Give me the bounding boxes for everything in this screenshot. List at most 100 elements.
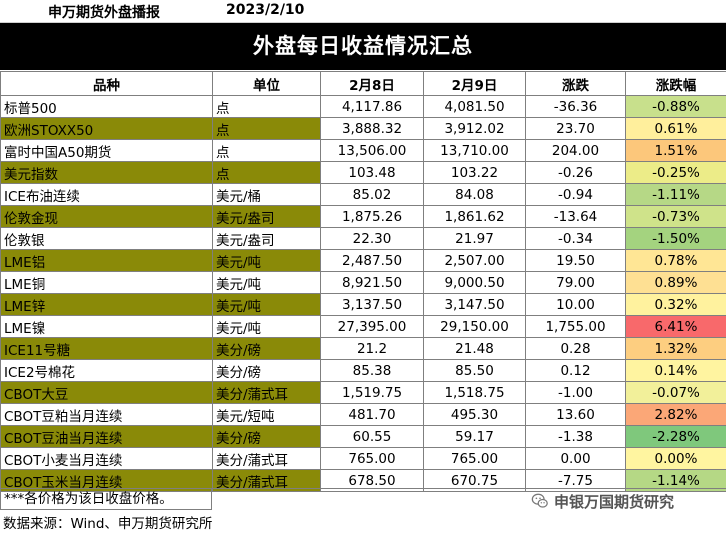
change-pct-cell: -0.73% — [625, 205, 726, 228]
column-header-pct: 涨跌幅 — [625, 71, 726, 96]
curr-close-cell: 84.08 — [423, 183, 526, 206]
change-pct-cell: 2.82% — [625, 403, 726, 426]
instrument-name: LME镍 — [0, 315, 213, 338]
table-row: 伦敦银 美元/盎司 22.30 21.97 -0.34 -1.50% — [0, 227, 726, 250]
change-cell: 0.28 — [525, 337, 626, 360]
change-cell: 23.70 — [525, 117, 626, 140]
unit-cell: 美元/桶 — [212, 183, 321, 206]
curr-close-cell: 13,710.00 — [423, 139, 526, 162]
curr-close-cell: 85.50 — [423, 359, 526, 382]
prev-close-cell: 85.02 — [320, 183, 424, 206]
unit-cell: 美元/盎司 — [212, 227, 321, 250]
instrument-name: CBOT小麦当月连续 — [0, 447, 213, 470]
prev-close-cell: 481.70 — [320, 403, 424, 426]
prev-close-cell: 2,487.50 — [320, 249, 424, 272]
instrument-name: 伦敦银 — [0, 227, 213, 250]
instrument-name: LME锌 — [0, 293, 213, 316]
footer-blank-cell — [212, 488, 726, 510]
prev-close-cell: 678.50 — [320, 469, 424, 492]
curr-close-cell: 765.00 — [423, 447, 526, 470]
data-source: 数据来源：Wind、申万期货研究所 — [3, 516, 213, 532]
curr-close-cell: 103.22 — [423, 161, 526, 184]
curr-close-cell: 2,507.00 — [423, 249, 526, 272]
instrument-name: 美元指数 — [0, 161, 213, 184]
table-row: 伦敦金现 美元/盎司 1,875.26 1,861.62 -13.64 -0.73% — [0, 205, 726, 228]
table-row: LME铝 美元/吨 2,487.50 2,507.00 19.50 0.78% — [0, 249, 726, 272]
column-header-unit: 单位 — [212, 71, 321, 96]
unit-cell: 点 — [212, 117, 321, 140]
table-row: CBOT小麦当月连续 美分/蒲式耳 765.00 765.00 0.00 0.00% — [0, 447, 726, 470]
change-cell: 10.00 — [525, 293, 626, 316]
prev-close-cell: 22.30 — [320, 227, 424, 250]
prev-close-cell: 60.55 — [320, 425, 424, 448]
prev-close-cell: 13,506.00 — [320, 139, 424, 162]
column-header-curr: 2月9日 — [423, 71, 526, 96]
instrument-name: LME铝 — [0, 249, 213, 272]
table-row: LME镍 美元/吨 27,395.00 29,150.00 1,755.00 6.41% — [0, 315, 726, 338]
table-row: 富时中国A50期货点 13,506.00 13,710.00 204.00 1.51% — [0, 139, 726, 162]
change-cell: -13.64 — [525, 205, 626, 228]
change-pct-cell: 0.78% — [625, 249, 726, 272]
curr-close-cell: 29,150.00 — [423, 315, 526, 338]
curr-close-cell: 3,147.50 — [423, 293, 526, 316]
table-header-row: 品种 单位 2月8日 2月9日 涨跌 涨跌幅 — [0, 71, 726, 96]
change-pct-cell: -0.88% — [625, 95, 726, 118]
change-pct-cell: -1.14% — [625, 469, 726, 492]
prev-close-cell: 21.2 — [320, 337, 424, 360]
watermark-text: 申银万国期货研究 — [554, 492, 675, 511]
wechat-icon — [531, 493, 548, 508]
report-header: 申万期货外盘播报 2023/2/10 — [0, 0, 726, 23]
unit-cell: 美分/磅 — [212, 337, 321, 360]
instrument-name: CBOT豆粕当月连续 — [0, 403, 213, 426]
watermark: 申银万国期货研究 — [531, 490, 674, 512]
prev-close-cell: 4,117.86 — [320, 95, 424, 118]
change-cell: 13.60 — [525, 403, 626, 426]
table-row: ICE布油连续 美元/桶 85.02 84.08 -0.94 -1.11% — [0, 183, 726, 206]
unit-cell: 点 — [212, 139, 321, 162]
unit-cell: 美分/磅 — [212, 359, 321, 382]
table-row: CBOT豆粕当月连续 美元/短吨 481.70 495.30 13.60 2.82% — [0, 403, 726, 426]
instrument-name: 标普500 — [0, 95, 213, 118]
curr-close-cell: 3,912.02 — [423, 117, 526, 140]
instrument-name: 富时中国A50期货 — [0, 139, 213, 162]
change-pct-cell: 0.32% — [625, 293, 726, 316]
curr-close-cell: 1,518.75 — [423, 381, 526, 404]
change-cell: -1.38 — [525, 425, 626, 448]
report-date: 2023/2/10 — [226, 2, 305, 18]
curr-close-cell: 1,861.62 — [423, 205, 526, 228]
table-body: 标普500 点 4,117.86 4,081.50 -36.36 -0.88% 欧洲STOX… — [0, 95, 726, 492]
change-cell: -7.75 — [525, 469, 626, 492]
prev-close-cell: 8,921.50 — [320, 271, 424, 294]
change-cell: 0.12 — [525, 359, 626, 382]
unit-cell: 美分/蒲式耳 — [212, 469, 321, 492]
change-cell: -36.36 — [525, 95, 626, 118]
returns-table: 品种 单位 2月8日 2月9日 涨跌 涨跌幅 标普500 点 4,117.86 4,0… — [0, 71, 726, 492]
curr-close-cell: 495.30 — [423, 403, 526, 426]
instrument-name: 欧洲STOXX50 — [0, 117, 213, 140]
change-pct-cell: -0.07% — [625, 381, 726, 404]
curr-close-cell: 9,000.50 — [423, 271, 526, 294]
unit-cell: 美元/吨 — [212, 271, 321, 294]
change-pct-cell: -2.28% — [625, 425, 726, 448]
instrument-name: ICE布油连续 — [0, 183, 213, 206]
prev-close-cell: 3,137.50 — [320, 293, 424, 316]
table-row: 美元指数点 103.48 103.22 -0.26 -0.25% — [0, 161, 726, 184]
instrument-name: CBOT豆油当月连续 — [0, 425, 213, 448]
change-pct-cell: 0.89% — [625, 271, 726, 294]
change-pct-cell: 1.51% — [625, 139, 726, 162]
unit-cell: 美分/蒲式耳 — [212, 447, 321, 470]
prev-close-cell: 85.38 — [320, 359, 424, 382]
instrument-name: CBOT大豆 — [0, 381, 213, 404]
change-cell: 204.00 — [525, 139, 626, 162]
brand-title: 申万期货外盘播报 — [48, 5, 160, 21]
change-pct-cell: 6.41% — [625, 315, 726, 338]
curr-close-cell: 4,081.50 — [423, 95, 526, 118]
change-cell: -1.00 — [525, 381, 626, 404]
column-header-name: 品种 — [0, 71, 213, 96]
unit-cell: 美元/吨 — [212, 315, 321, 338]
table-row: LME锌 美元/吨 3,137.50 3,147.50 10.00 0.32% — [0, 293, 726, 316]
change-cell: 79.00 — [525, 271, 626, 294]
prev-close-cell: 3,888.32 — [320, 117, 424, 140]
table-row: CBOT玉米当月连续 美分/蒲式耳 678.50 670.75 -7.75 -1.14% — [0, 469, 726, 492]
column-header-prev: 2月8日 — [320, 71, 424, 96]
